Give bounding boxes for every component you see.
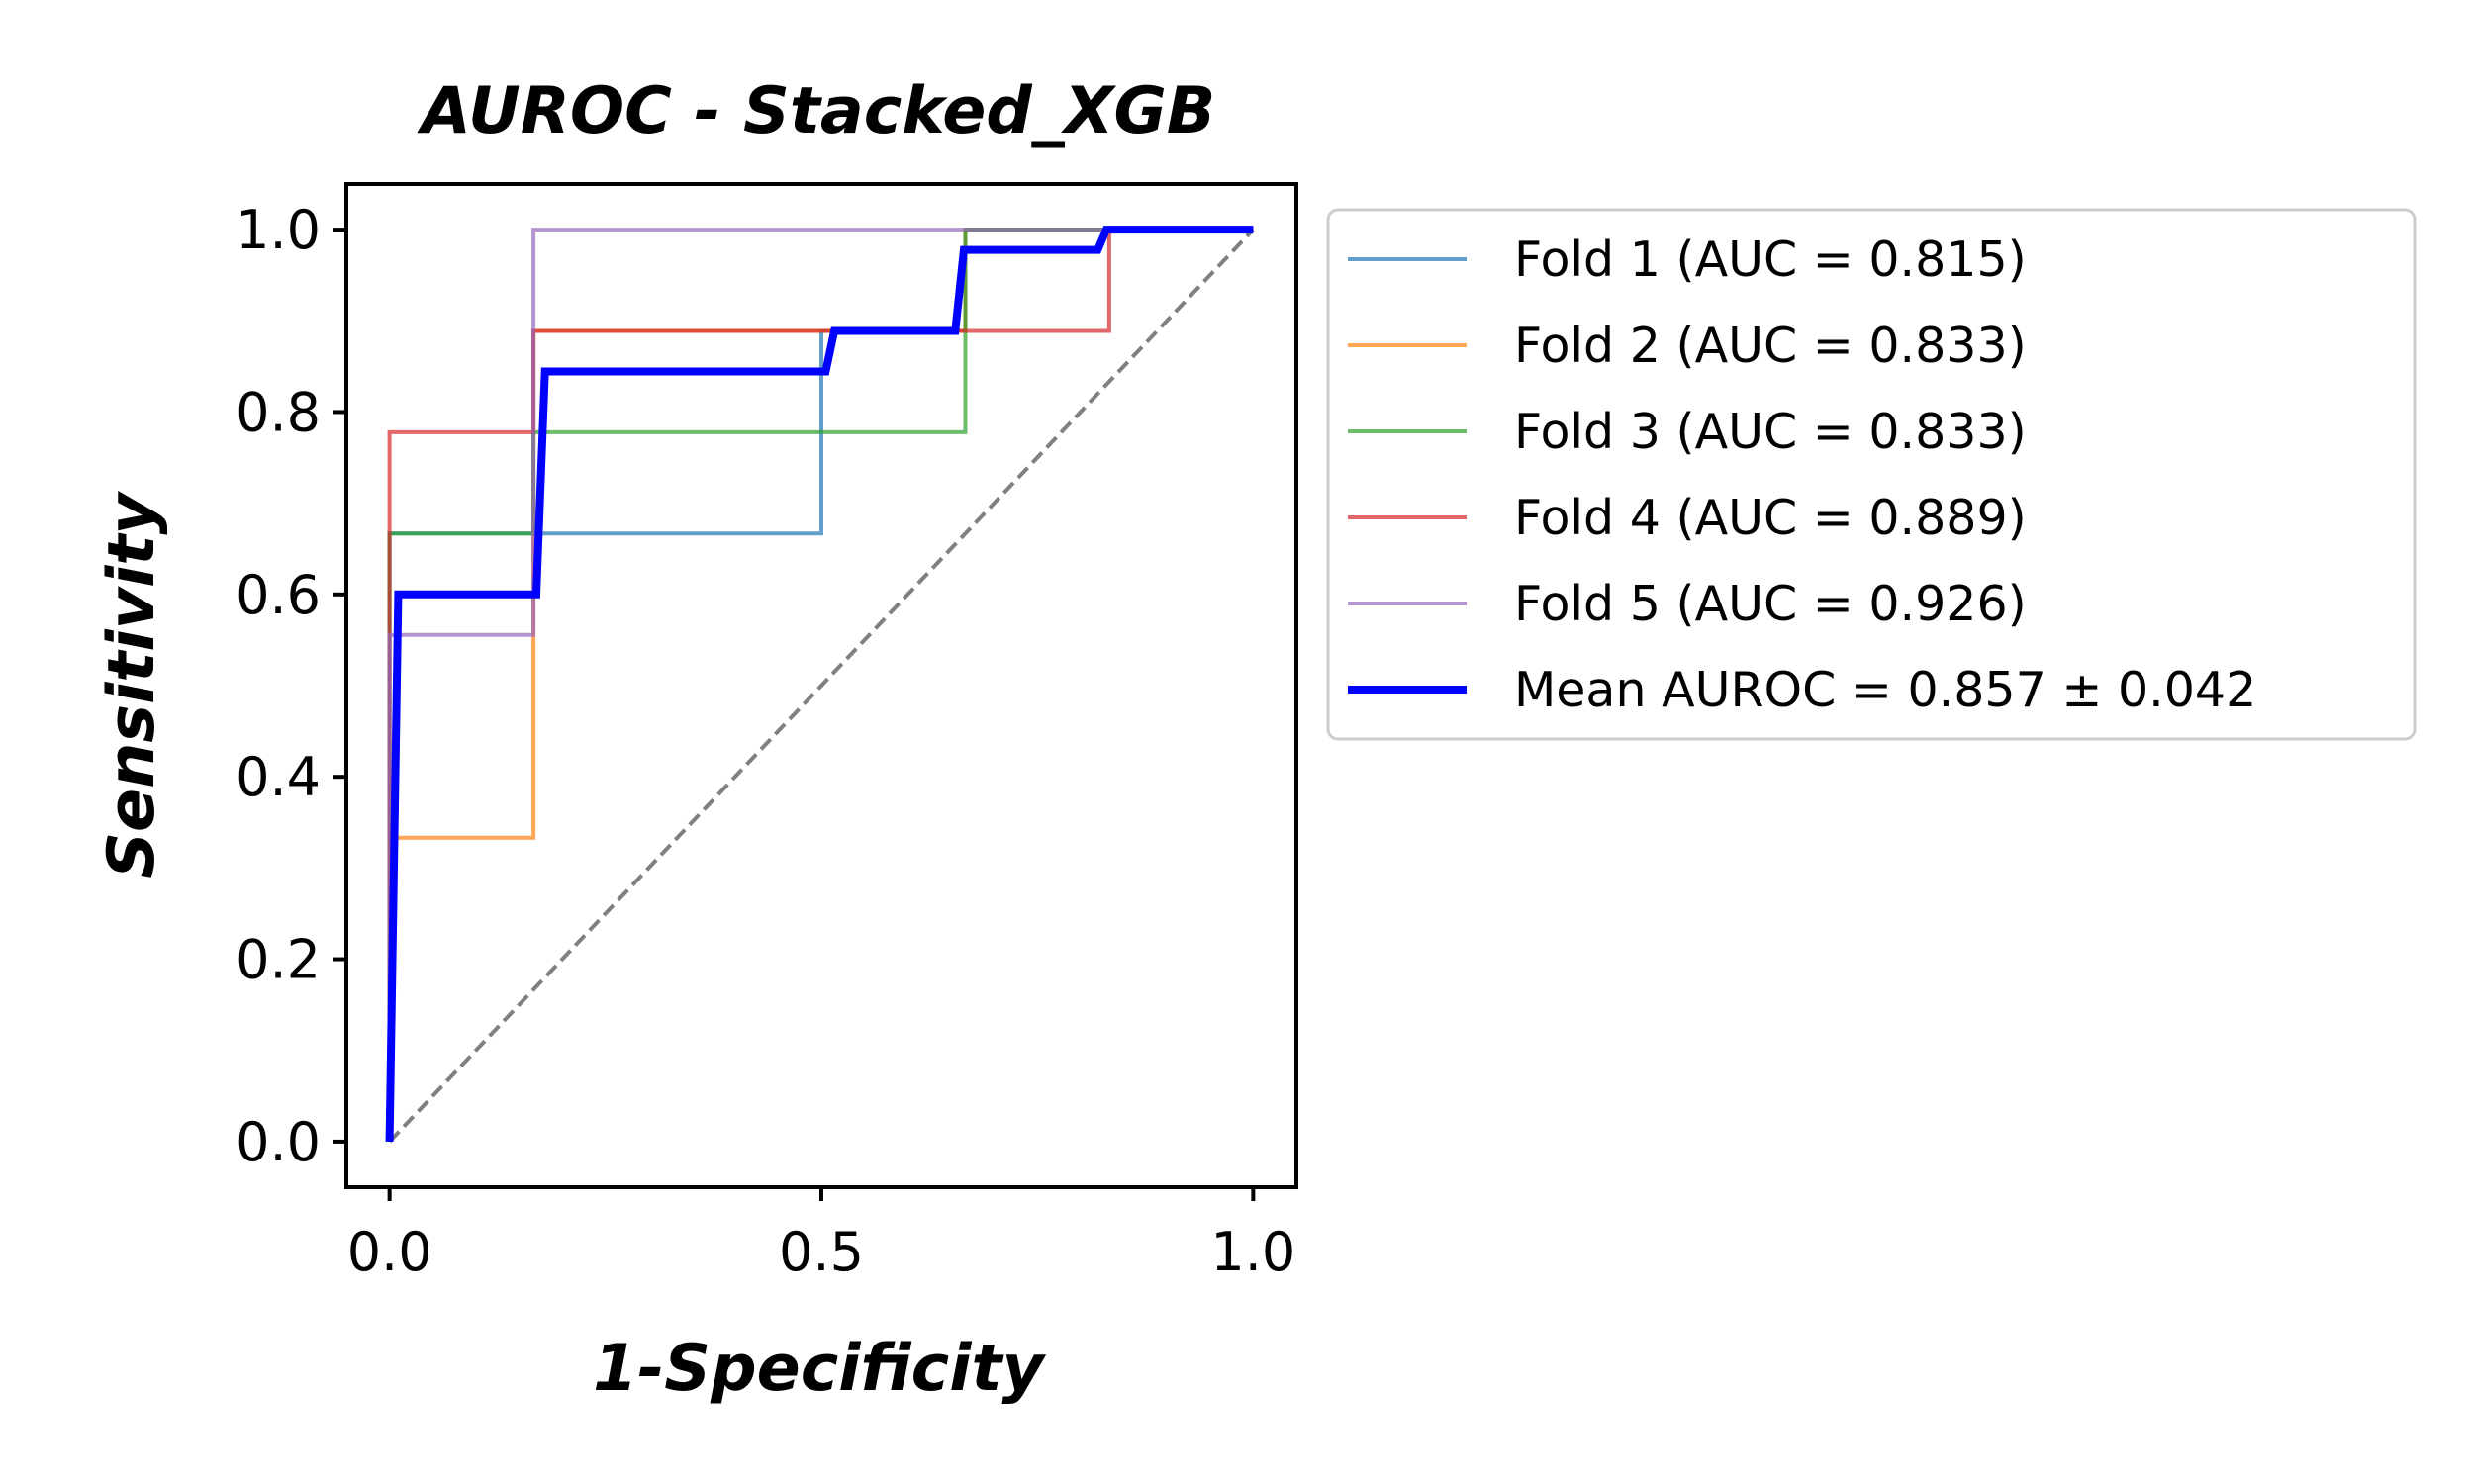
y-tick-label: 0.4 xyxy=(236,746,321,808)
y-axis-title: Sensitivity xyxy=(95,491,169,879)
series-line-6 xyxy=(385,226,1254,1142)
y-tick-label: 0.2 xyxy=(236,929,321,991)
series-line-5 xyxy=(387,228,1254,1142)
chance-diagonal-line xyxy=(388,228,1255,1144)
y-axis: 0.0 0.2 0.4 0.6 0.8 1.0 xyxy=(236,199,346,1173)
x-axis: 0.0 0.5 1.0 xyxy=(347,1187,1295,1283)
legend-label-4: Fold 4 (AUC = 0.889) xyxy=(1514,490,2027,546)
legend-label-3: Fold 3 (AUC = 0.833) xyxy=(1514,404,2027,460)
plot-area xyxy=(385,226,1255,1144)
x-tick-label: 0.5 xyxy=(779,1221,864,1283)
legend: Fold 1 (AUC = 0.815) Fold 2 (AUC = 0.833)… xyxy=(1326,208,2417,741)
x-axis-title: 1-Specificity xyxy=(593,1332,1046,1406)
y-tick-label: 0.6 xyxy=(236,564,321,626)
y-tick-label: 0.8 xyxy=(236,381,321,443)
legend-label-1: Fold 1 (AUC = 0.815) xyxy=(1514,232,2027,288)
y-tick-label: 1.0 xyxy=(236,199,321,261)
legend-label-5: Fold 5 (AUC = 0.926) xyxy=(1514,576,2027,632)
chart-title: AUROC - Stacked_XGB xyxy=(417,74,1216,148)
legend-label-2: Fold 2 (AUC = 0.833) xyxy=(1514,318,2027,374)
x-tick-label: 0.0 xyxy=(347,1221,432,1283)
legend-box xyxy=(1326,208,2417,741)
legend-label-6: Mean AUROC = 0.857 ± 0.042 xyxy=(1514,662,2256,718)
y-tick-label: 0.0 xyxy=(236,1111,321,1173)
x-tick-label: 1.0 xyxy=(1210,1221,1295,1283)
